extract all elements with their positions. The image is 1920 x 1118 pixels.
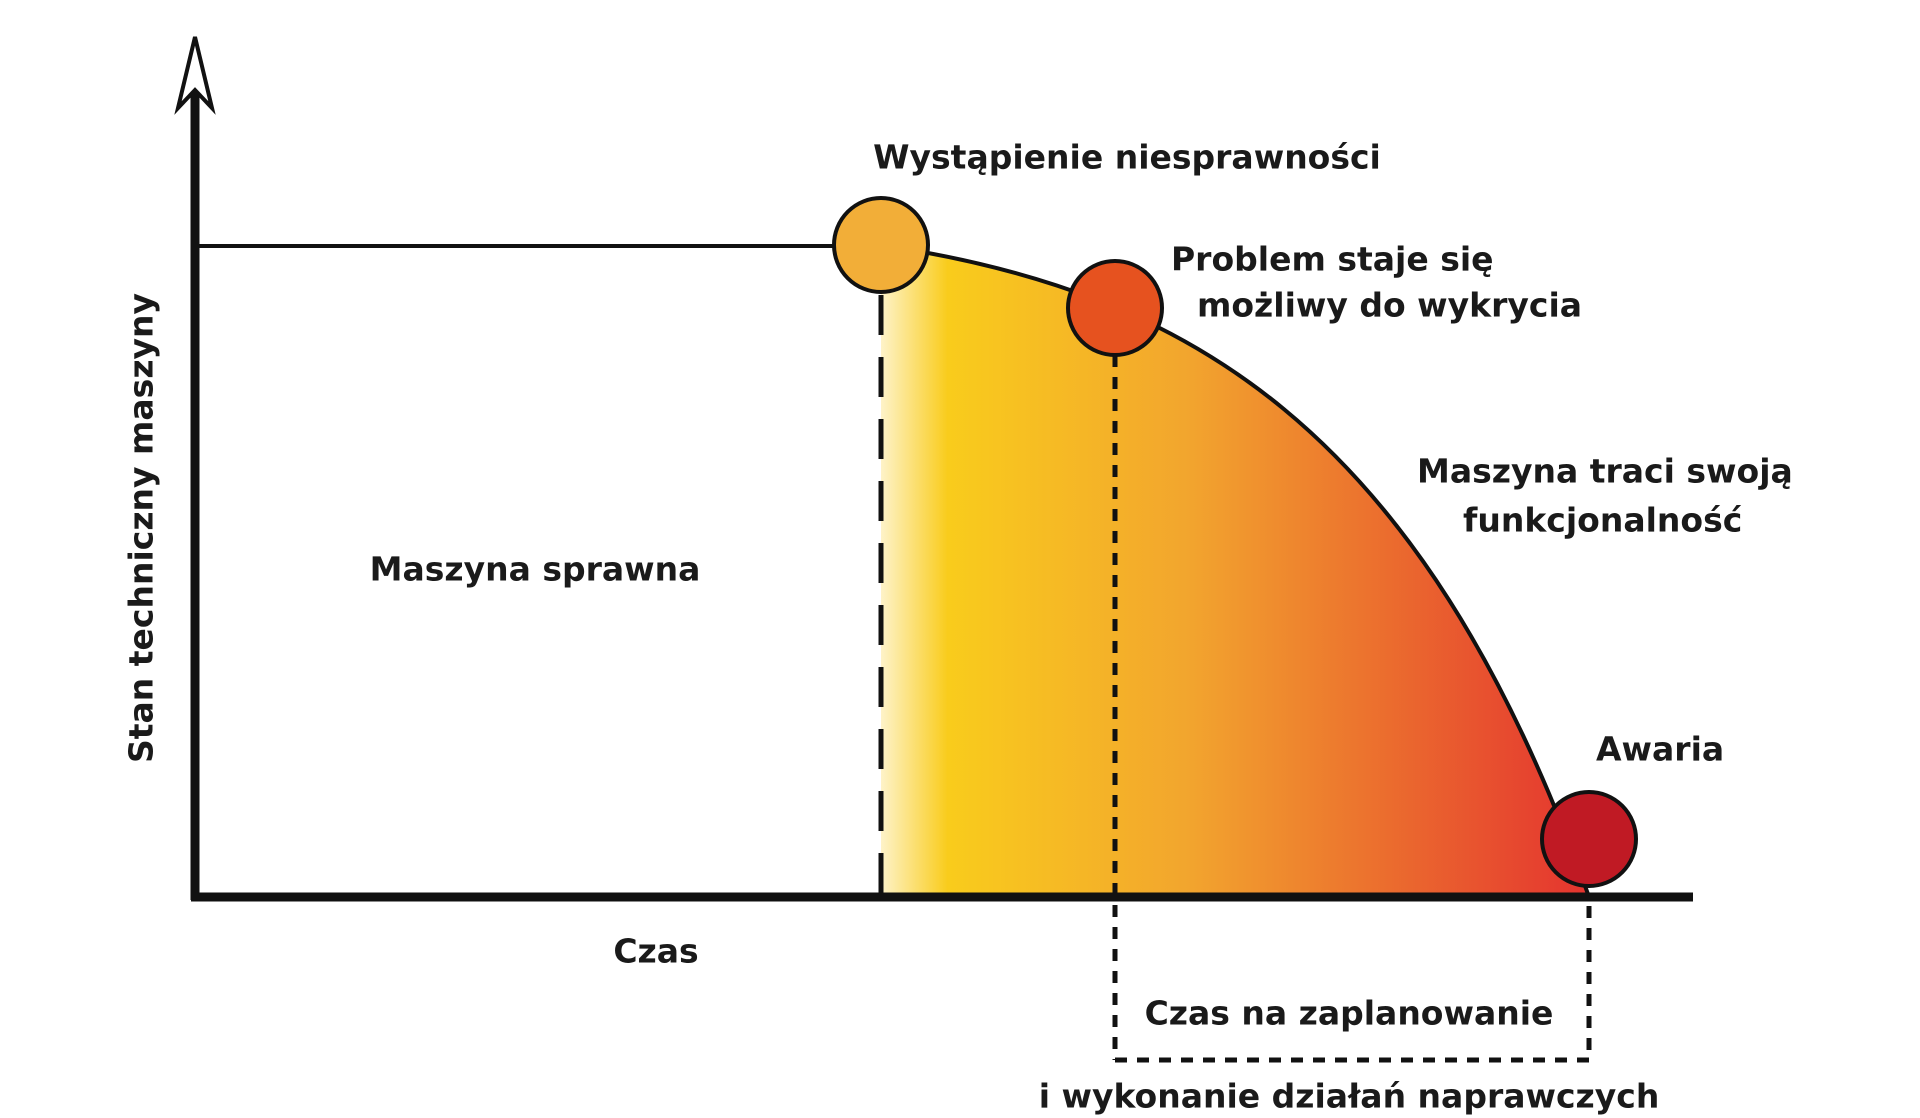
event-label: Problem staje się bbox=[1171, 240, 1494, 279]
event-marker bbox=[1540, 790, 1638, 888]
x-axis-label: Czas bbox=[613, 932, 698, 971]
event-marker bbox=[832, 196, 930, 294]
interval-label: Czas na zaplanowanie bbox=[1145, 994, 1554, 1033]
event-label: Wystąpienie niesprawności bbox=[873, 138, 1381, 177]
event-label: Awaria bbox=[1596, 730, 1724, 769]
degradation-curve bbox=[880, 243, 1591, 898]
interval-bracket bbox=[1115, 897, 1592, 1063]
curve-label: funkcjonalność bbox=[1463, 501, 1742, 540]
curve-label: Maszyna traci swoją bbox=[1417, 452, 1793, 491]
degradation-area bbox=[881, 245, 1589, 897]
event-label: możliwy do wykrycia bbox=[1197, 286, 1582, 325]
y-axis-label: Stan techniczny maszyny bbox=[122, 293, 161, 763]
region-label: Maszyna sprawna bbox=[370, 550, 701, 589]
y-axis-arrow bbox=[174, 36, 216, 115]
event-marker bbox=[1066, 259, 1164, 357]
interval-label: i wykonanie działań naprawczych bbox=[1039, 1077, 1660, 1116]
